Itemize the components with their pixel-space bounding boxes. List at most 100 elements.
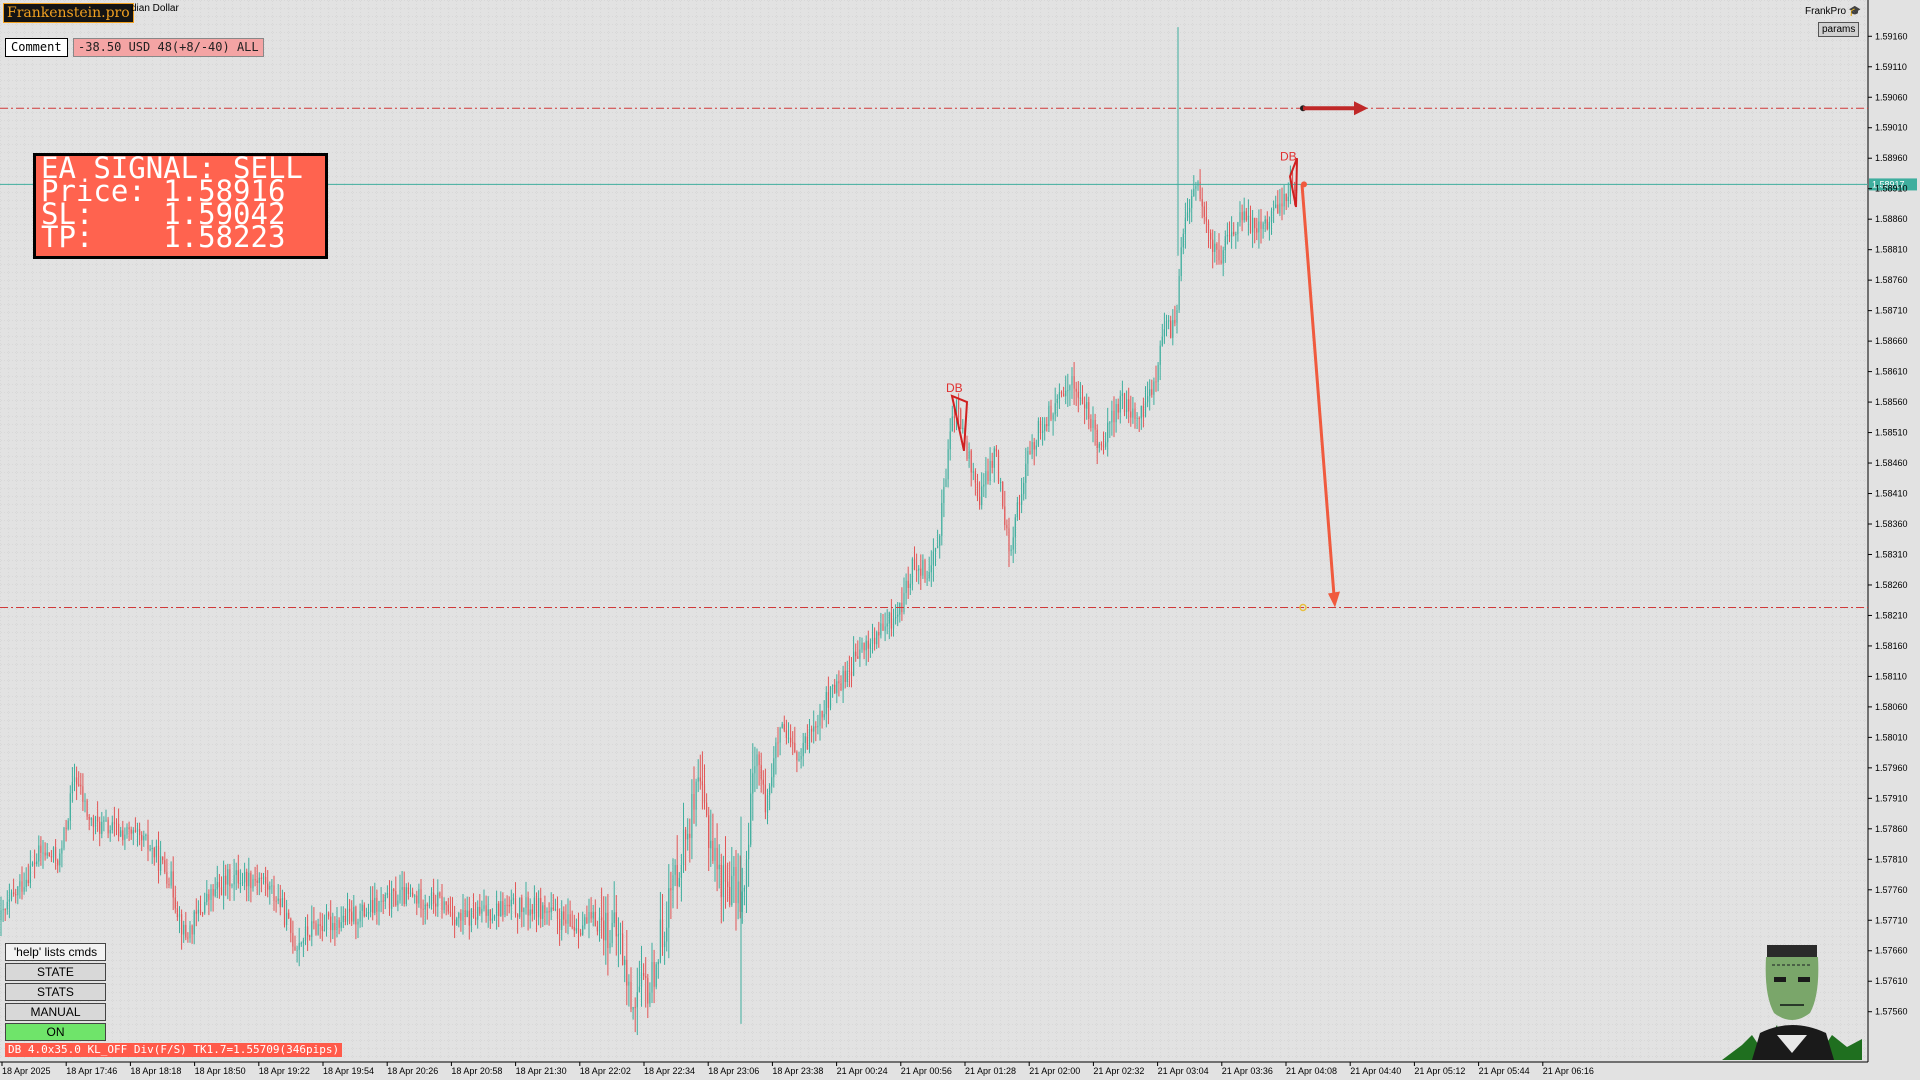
- tp-arrow-shaft: [1300, 184, 1336, 596]
- candle-body: [115, 823, 118, 825]
- candle-body: [1184, 217, 1186, 234]
- state-button[interactable]: STATE: [5, 963, 106, 981]
- candle-body: [1258, 221, 1260, 233]
- candle-body: [1052, 414, 1054, 420]
- candle-body: [391, 889, 393, 909]
- candle-body: [73, 777, 76, 782]
- candle-body: [414, 895, 416, 897]
- candle-body: [1144, 402, 1147, 418]
- candle-body: [899, 602, 901, 615]
- candle-body: [1149, 389, 1151, 397]
- candle-body: [147, 834, 149, 850]
- candle-body: [460, 912, 462, 921]
- candle-body: [689, 833, 691, 838]
- on-toggle-button[interactable]: ON: [5, 1023, 106, 1041]
- candle-body: [813, 726, 815, 732]
- candle-body: [932, 551, 934, 566]
- candle-body: [80, 784, 82, 787]
- candle-body: [764, 784, 766, 813]
- candle-body: [1218, 249, 1220, 261]
- candle-body: [258, 877, 260, 883]
- candle-body: [103, 820, 105, 822]
- candle-body: [256, 880, 258, 883]
- candle-body: [640, 972, 643, 987]
- candle-body: [519, 897, 521, 918]
- candle-body: [888, 612, 890, 624]
- candle-body: [594, 911, 596, 927]
- candle-body: [439, 892, 441, 897]
- candle-body: [821, 710, 823, 718]
- candle-body: [17, 886, 19, 896]
- price-tick-label: 1.59010: [1875, 123, 1908, 133]
- candle-body: [1182, 233, 1184, 248]
- manual-button[interactable]: MANUAL: [5, 1003, 106, 1021]
- candle-body: [924, 560, 926, 579]
- help-commands-button[interactable]: 'help' lists cmds: [5, 943, 106, 961]
- candle-body: [223, 875, 225, 896]
- candle-body: [487, 909, 489, 916]
- candle-body: [781, 724, 783, 729]
- candle-body: [447, 904, 449, 912]
- candle-body: [172, 871, 174, 898]
- price-tick-label: 1.58410: [1875, 489, 1908, 499]
- candle-body: [1279, 203, 1281, 214]
- candle-body: [254, 879, 256, 881]
- candle-body: [577, 928, 580, 933]
- candle-body: [210, 889, 212, 900]
- comment-button[interactable]: Comment: [5, 38, 68, 57]
- sl-arrow-head: [1354, 101, 1368, 116]
- candle-body: [13, 892, 15, 895]
- candle-body: [703, 785, 706, 803]
- candle-body: [309, 935, 311, 937]
- candle-body: [376, 897, 378, 912]
- candle-body: [449, 911, 451, 913]
- time-tick-label: 21 Apr 05:44: [1479, 1066, 1530, 1076]
- candle-body: [1247, 215, 1249, 221]
- candle-body: [504, 904, 506, 916]
- candle-body: [1220, 260, 1222, 264]
- candle-body: [731, 875, 733, 906]
- candle-body: [176, 908, 178, 918]
- candle-body: [1287, 196, 1289, 202]
- candle-body: [762, 779, 764, 785]
- candle-body: [1079, 397, 1081, 399]
- candle-body: [304, 926, 307, 941]
- candle-body: [743, 887, 745, 892]
- price-tick-label: 1.57610: [1875, 976, 1908, 986]
- candle-body: [853, 651, 855, 676]
- candle-body: [657, 961, 659, 965]
- ea-signal-box: EA SIGNAL: SELL Price: 1.58916 SL: 1.590…: [33, 153, 328, 259]
- pattern-triangle: [950, 394, 969, 452]
- candle-body: [552, 907, 554, 910]
- candle-body: [86, 800, 88, 817]
- params-button[interactable]: params: [1818, 22, 1860, 37]
- candle-body: [850, 671, 853, 676]
- candle-body: [231, 884, 233, 887]
- candle-body: [288, 912, 290, 919]
- candle-body: [966, 440, 968, 459]
- candle-body: [1252, 217, 1254, 233]
- candle-body: [260, 877, 262, 880]
- stats-button[interactable]: STATS: [5, 983, 106, 1001]
- candle-body: [1134, 408, 1136, 420]
- time-tick-label: 18 Apr 2025: [2, 1066, 51, 1076]
- candle-body: [1046, 424, 1048, 427]
- candle-body: [1113, 410, 1115, 423]
- price-tick-label: 1.59060: [1875, 92, 1908, 102]
- candle-body: [157, 846, 160, 871]
- candle-body: [244, 871, 246, 883]
- candle-body: [315, 923, 317, 935]
- candle-body: [370, 899, 372, 913]
- candle-body: [160, 856, 162, 871]
- candle-body: [701, 781, 703, 786]
- candle-body: [995, 448, 997, 452]
- candle-body: [78, 784, 80, 786]
- candle-body: [981, 486, 983, 506]
- candle-body: [233, 874, 235, 885]
- candle-body: [10, 892, 13, 900]
- candle-body: [349, 908, 351, 912]
- candle-body: [691, 793, 693, 838]
- candle-body: [8, 899, 10, 902]
- candle-body: [544, 905, 546, 914]
